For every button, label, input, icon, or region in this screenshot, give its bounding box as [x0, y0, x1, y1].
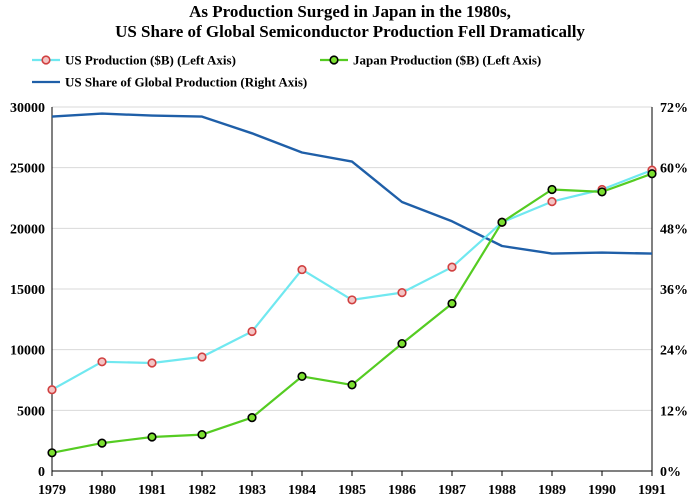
data-point	[147, 358, 157, 368]
data-point	[247, 413, 257, 423]
right-axis-tick-label: 12%	[660, 404, 688, 419]
data-point	[547, 197, 557, 207]
series-line	[51, 169, 653, 391]
data-point	[347, 380, 357, 390]
legend-label: US Share of Global Production (Right Axi…	[65, 75, 307, 90]
x-axis-tick-label: 1987	[438, 483, 466, 498]
left-axis-tick-label: 10000	[10, 344, 45, 359]
left-axis-tick-label: 0	[38, 465, 45, 480]
data-point	[297, 264, 307, 275]
data-point	[247, 326, 257, 337]
left-axis-tick-label: 15000	[10, 283, 45, 298]
chart-subtitle: US Share of Global Semiconductor Product…	[115, 22, 585, 41]
data-point	[347, 295, 357, 305]
left-axis-tick-label: 20000	[10, 222, 45, 237]
series-line	[51, 172, 653, 454]
series-layer	[47, 112, 657, 458]
right-axis-tick-label: 0%	[660, 465, 681, 480]
x-axis-tick-label: 1982	[188, 483, 216, 498]
x-axis-tick-label: 1979	[38, 483, 66, 498]
x-axis-tick-label: 1984	[288, 483, 316, 498]
left-axis-tick-label: 25000	[10, 162, 45, 177]
x-axis-tick-label: 1989	[538, 483, 566, 498]
axes: 0 0% 5000 12% 10000 24% 15000 36% 20000 48% 25000 6…	[10, 101, 688, 498]
data-point	[97, 438, 107, 448]
data-point	[397, 339, 407, 349]
left-axis-tick-label: 30000	[10, 101, 45, 116]
legend-label: US Production ($B) (Left Axis)	[65, 53, 236, 68]
legend: US Production ($B) (Left Axis) Japan Prod…	[32, 53, 541, 90]
data-point	[197, 430, 207, 440]
legend-label: Japan Production ($B) (Left Axis)	[353, 53, 541, 68]
right-axis-tick-label: 60%	[660, 162, 688, 177]
data-point	[197, 352, 207, 362]
data-point	[447, 298, 457, 309]
data-point	[647, 169, 657, 179]
data-point	[447, 262, 457, 272]
right-axis-tick-label: 48%	[660, 222, 688, 237]
data-point	[147, 432, 157, 442]
series-line	[51, 112, 653, 255]
data-point	[547, 184, 557, 195]
legend-marker	[329, 55, 339, 65]
data-point	[47, 385, 57, 395]
data-point	[497, 217, 507, 227]
x-axis-tick-label: 1991	[638, 483, 666, 498]
x-axis-tick-label: 1980	[88, 483, 116, 498]
x-axis-tick-label: 1985	[338, 483, 366, 498]
x-axis-tick-label: 1990	[588, 483, 616, 498]
right-axis-tick-label: 72%	[660, 101, 688, 116]
left-axis-tick-label: 5000	[17, 404, 45, 419]
chart-title: As Production Surged in Japan in the 198…	[189, 2, 511, 21]
right-axis-tick-label: 36%	[660, 283, 688, 298]
legend-marker	[41, 55, 51, 65]
x-axis-tick-label: 1986	[388, 483, 416, 498]
right-axis-tick-label: 24%	[660, 344, 688, 359]
x-axis-tick-label: 1988	[488, 483, 516, 498]
x-axis-tick-label: 1981	[138, 483, 166, 498]
data-point	[97, 357, 107, 367]
data-point	[297, 371, 307, 381]
data-point	[47, 448, 57, 458]
data-point	[597, 187, 607, 197]
x-axis-tick-label: 1983	[238, 483, 266, 498]
data-point	[397, 288, 407, 298]
